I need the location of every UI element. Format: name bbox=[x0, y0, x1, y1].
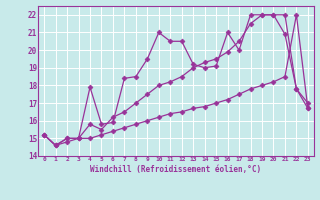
X-axis label: Windchill (Refroidissement éolien,°C): Windchill (Refroidissement éolien,°C) bbox=[91, 165, 261, 174]
